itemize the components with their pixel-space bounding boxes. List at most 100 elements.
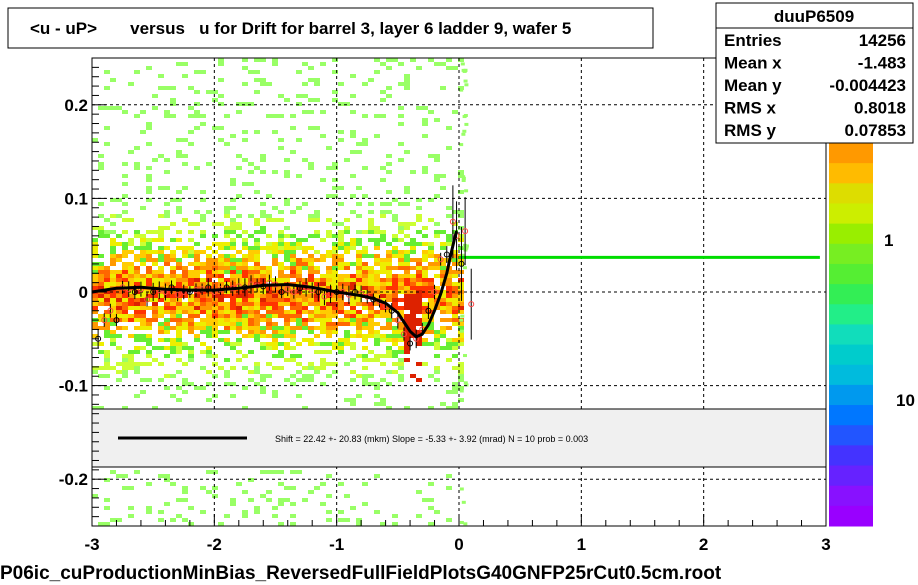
density-cell bbox=[356, 298, 362, 302]
density-cell bbox=[452, 338, 458, 342]
density-cell bbox=[464, 83, 469, 87]
density-cell bbox=[416, 306, 422, 310]
density-cell bbox=[374, 262, 380, 266]
density-cell bbox=[152, 238, 158, 242]
density-cell bbox=[272, 206, 278, 210]
density-cell bbox=[272, 366, 278, 370]
density-cell bbox=[206, 294, 212, 298]
density-cell bbox=[164, 318, 170, 322]
density-cell bbox=[164, 214, 170, 218]
density-cell bbox=[116, 334, 122, 338]
density-cell bbox=[92, 294, 98, 298]
density-cell bbox=[446, 242, 452, 246]
density-cell bbox=[416, 330, 422, 334]
density-cell bbox=[176, 150, 182, 154]
density-cell bbox=[272, 302, 278, 306]
density-cell bbox=[224, 294, 230, 298]
density-cell bbox=[92, 302, 98, 306]
density-cell bbox=[194, 310, 200, 314]
density-cell bbox=[224, 382, 230, 386]
density-cell bbox=[98, 350, 104, 354]
density-cell bbox=[182, 322, 188, 326]
density-cell bbox=[386, 274, 392, 278]
density-cell bbox=[380, 334, 386, 338]
density-cell bbox=[236, 322, 242, 326]
density-cell bbox=[218, 298, 224, 302]
density-cell bbox=[104, 218, 110, 222]
density-cell bbox=[218, 62, 224, 66]
density-cell bbox=[386, 162, 392, 166]
density-cell bbox=[92, 342, 98, 346]
density-cell bbox=[416, 338, 422, 342]
density-cell bbox=[428, 278, 434, 282]
density-cell bbox=[308, 490, 314, 494]
density-cell bbox=[224, 114, 230, 118]
density-cell bbox=[380, 286, 386, 290]
density-cell bbox=[398, 282, 404, 286]
density-cell bbox=[242, 322, 248, 326]
density-cell bbox=[266, 194, 272, 198]
density-cell bbox=[320, 382, 326, 386]
density-cell bbox=[416, 490, 422, 494]
density-cell bbox=[332, 266, 338, 270]
density-cell bbox=[461, 500, 466, 504]
density-cell bbox=[326, 302, 332, 306]
density-cell bbox=[206, 270, 212, 274]
density-cell bbox=[440, 270, 446, 274]
density-cell bbox=[380, 238, 386, 242]
density-cell bbox=[182, 490, 188, 494]
density-cell bbox=[230, 502, 236, 506]
density-cell bbox=[410, 310, 416, 314]
density-cell bbox=[464, 189, 469, 193]
stats-row-value: -1.483 bbox=[858, 54, 906, 73]
y-tick-label: 0 bbox=[79, 283, 88, 302]
density-cell bbox=[146, 254, 152, 258]
density-cell bbox=[98, 374, 104, 378]
density-cell bbox=[434, 222, 440, 226]
density-cell bbox=[338, 298, 344, 302]
density-cell bbox=[308, 262, 314, 266]
density-cell bbox=[146, 250, 152, 254]
density-cell bbox=[260, 306, 266, 310]
density-cell bbox=[110, 294, 116, 298]
density-cell bbox=[374, 282, 380, 286]
density-cell bbox=[146, 378, 152, 382]
density-cell bbox=[296, 102, 302, 106]
density-cell bbox=[236, 294, 242, 298]
density-cell bbox=[104, 366, 110, 370]
density-cell bbox=[290, 358, 296, 362]
density-cell bbox=[452, 210, 458, 214]
density-cell bbox=[278, 482, 284, 486]
density-cell bbox=[338, 310, 344, 314]
density-cell bbox=[110, 270, 116, 274]
density-cell bbox=[302, 310, 308, 314]
density-cell bbox=[362, 166, 368, 170]
density-cell bbox=[386, 170, 392, 174]
density-cell bbox=[392, 326, 398, 330]
density-cell bbox=[146, 258, 152, 262]
density-cell bbox=[176, 306, 182, 310]
density-cell bbox=[410, 306, 416, 310]
density-cell bbox=[458, 366, 464, 370]
profile-point bbox=[443, 251, 450, 258]
density-cell bbox=[266, 470, 272, 474]
density-cell bbox=[446, 346, 452, 350]
density-cell bbox=[158, 330, 164, 334]
density-cell bbox=[254, 262, 260, 266]
density-cell bbox=[332, 302, 338, 306]
density-cell bbox=[218, 302, 224, 306]
density-cell bbox=[308, 310, 314, 314]
density-cell bbox=[356, 202, 362, 206]
density-cell bbox=[404, 74, 410, 78]
density-cell bbox=[122, 210, 128, 214]
stats-row-value: 0.8018 bbox=[854, 99, 906, 118]
density-cell bbox=[320, 298, 326, 302]
density-cell bbox=[461, 175, 466, 179]
density-cell bbox=[362, 142, 368, 146]
density-cell bbox=[164, 338, 170, 342]
density-cell bbox=[104, 386, 110, 390]
density-cell bbox=[110, 254, 116, 258]
density-cell bbox=[152, 406, 158, 410]
density-cell bbox=[338, 102, 344, 106]
density-cell bbox=[392, 514, 398, 518]
